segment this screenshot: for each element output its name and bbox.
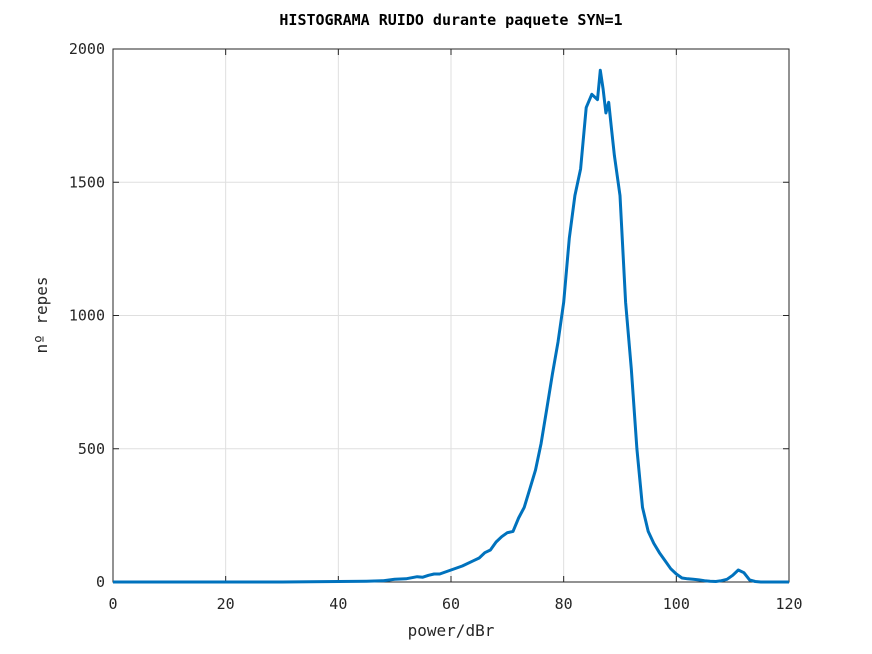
x-axis-label: power/dBr bbox=[408, 621, 495, 640]
y-axis-ticks: 0 500 1000 1500 2000 bbox=[69, 40, 789, 591]
x-tick-label: 60 bbox=[442, 595, 460, 613]
x-tick-label: 20 bbox=[217, 595, 235, 613]
x-tick-label: 120 bbox=[775, 595, 802, 613]
chart-title: HISTOGRAMA RUIDO durante paquete SYN=1 bbox=[279, 11, 622, 29]
y-tick-label: 500 bbox=[78, 440, 105, 458]
y-tick-label: 2000 bbox=[69, 40, 105, 58]
grid bbox=[112, 48, 790, 583]
x-tick-label: 80 bbox=[555, 595, 573, 613]
x-tick-label: 40 bbox=[329, 595, 347, 613]
y-tick-label: 1500 bbox=[69, 173, 105, 191]
y-axis-label: nº repes bbox=[32, 276, 51, 353]
x-tick-label: 0 bbox=[108, 595, 117, 613]
y-tick-label: 0 bbox=[96, 573, 105, 591]
y-tick-label: 1000 bbox=[69, 307, 105, 325]
series-line bbox=[113, 68, 789, 584]
x-tick-label: 100 bbox=[663, 595, 690, 613]
x-axis-ticks: 0 20 40 60 80 100 120 bbox=[108, 49, 803, 613]
